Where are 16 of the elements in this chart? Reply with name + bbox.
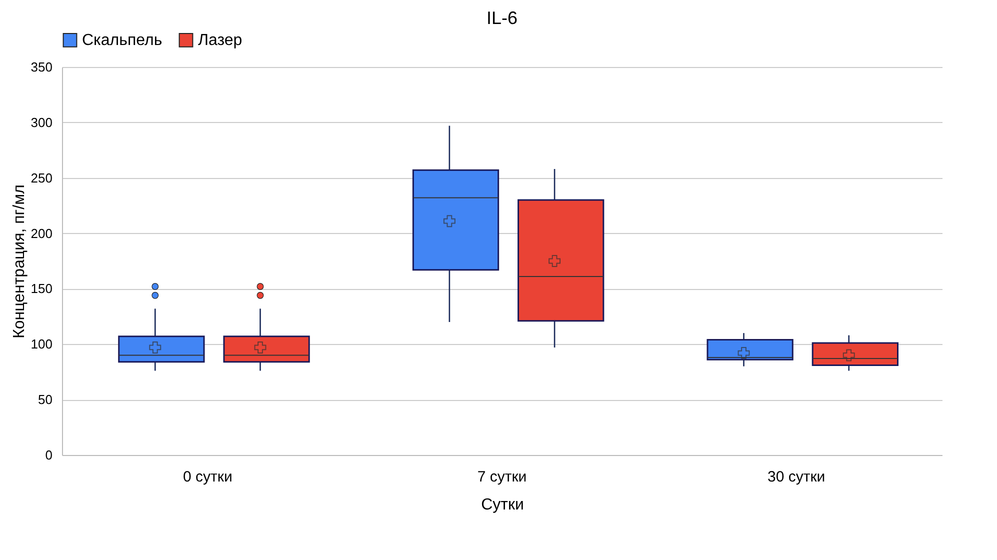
y-tick-label: 250 <box>30 170 52 186</box>
y-tick-label: 0 <box>45 448 52 462</box>
y-tick-label: 350 <box>30 60 52 74</box>
x-tick-label: 0 сутки <box>183 468 232 486</box>
chart-title: IL-6 <box>486 8 518 28</box>
y-tick-label: 300 <box>30 114 52 130</box>
y-axis-title: Концентрация, пг/мл <box>10 184 28 338</box>
x-tick-label: 7 сутки <box>477 468 527 486</box>
y-tick-label: 100 <box>30 336 52 352</box>
y-tick-label: 50 <box>38 392 52 408</box>
legend-label: Скальпель <box>82 32 162 50</box>
x-axis-title: Сутки <box>481 496 524 514</box>
legend-label: Лазер <box>198 32 242 50</box>
y-tick-label: 150 <box>30 281 52 296</box>
y-tick-label: 200 <box>30 226 52 241</box>
x-tick-label: 30 сутки <box>767 468 826 486</box>
